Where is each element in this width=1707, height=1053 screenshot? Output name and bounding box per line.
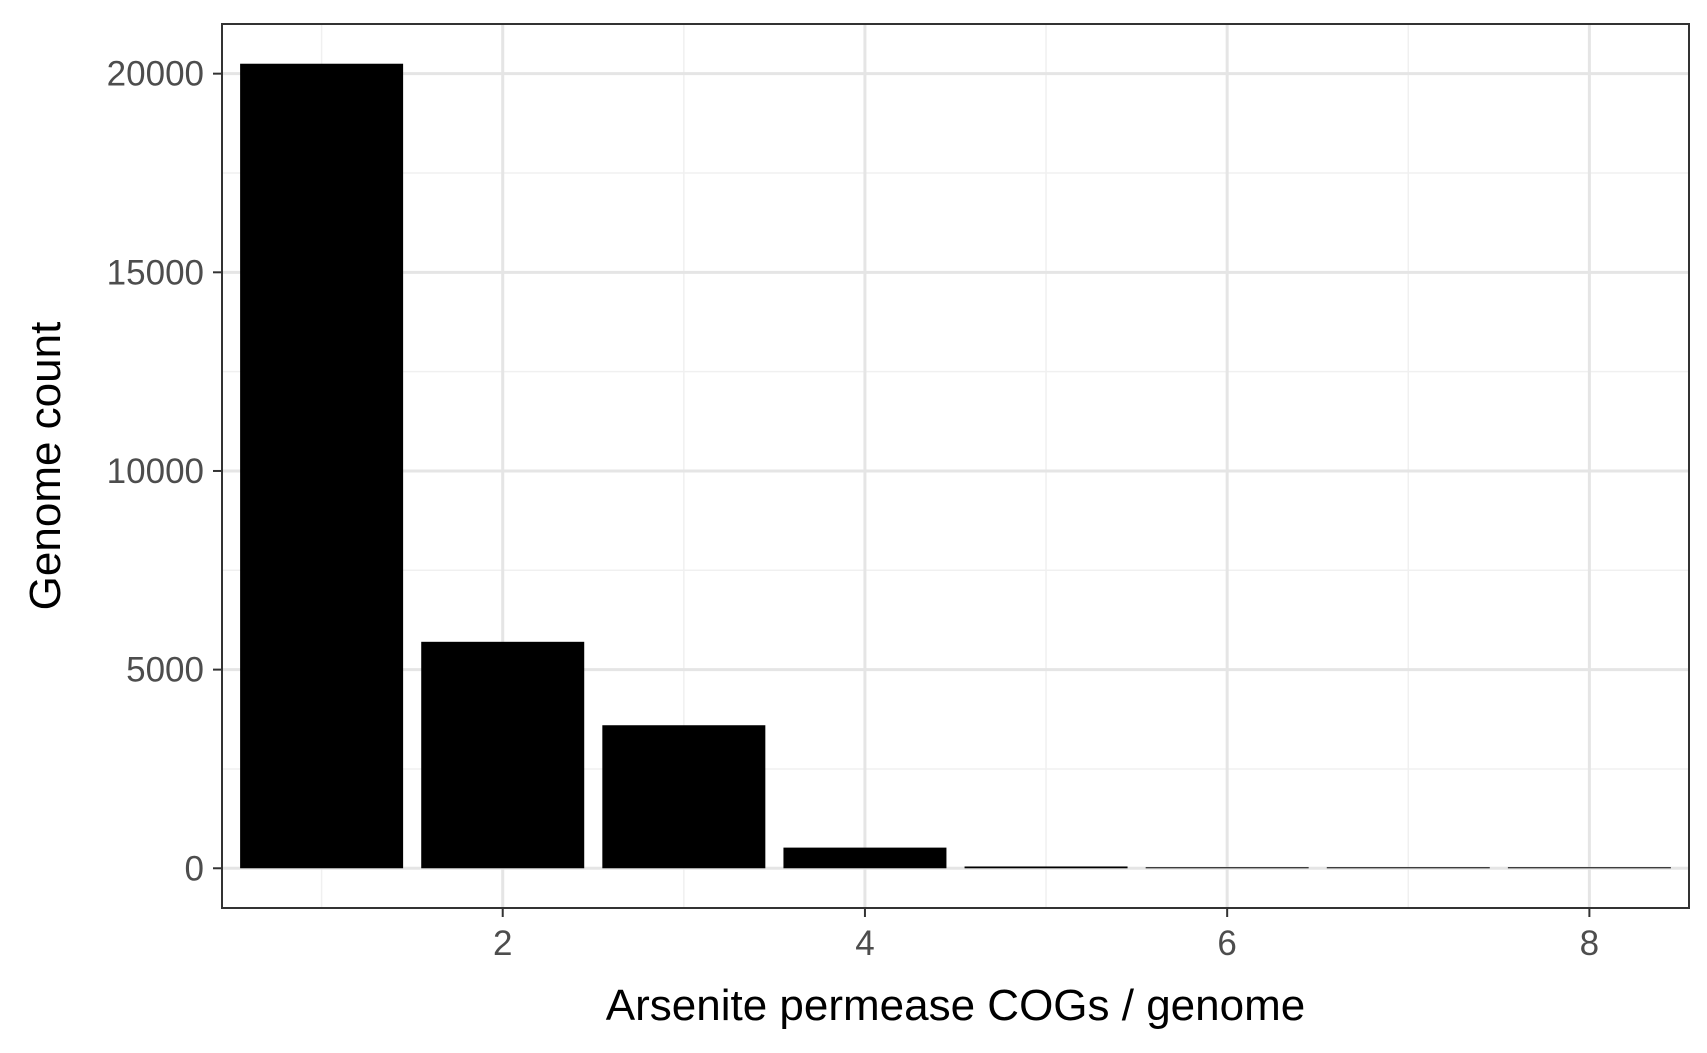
- y-tick-label: 20000: [107, 55, 204, 94]
- y-tick-label: 15000: [107, 253, 204, 292]
- bar-7: [1326, 867, 1490, 869]
- x-axis-title: Arsenite permease COGs / genome: [606, 981, 1305, 1030]
- panel-border: [221, 23, 1690, 909]
- y-tick-label: 5000: [126, 651, 204, 690]
- y-tick-label: 0: [185, 849, 204, 888]
- bar-3: [602, 725, 766, 869]
- y-tick-label: 10000: [107, 452, 204, 491]
- y-axis-title: Genome count: [21, 322, 70, 611]
- bar-5: [964, 866, 1128, 869]
- bar-2: [421, 641, 585, 869]
- x-tick-label: 4: [855, 924, 874, 963]
- x-tick-label: 8: [1580, 924, 1599, 963]
- bar-1: [240, 63, 404, 869]
- bar-8: [1507, 867, 1671, 869]
- bar-4: [783, 847, 947, 869]
- x-axis-tick-labels: 2 4 6 8: [493, 924, 1599, 963]
- x-tick-label: 2: [493, 924, 512, 963]
- bar-6: [1145, 867, 1309, 869]
- axis-ticks: [213, 72, 1591, 917]
- x-tick-label: 6: [1217, 924, 1236, 963]
- bars: [240, 63, 1671, 869]
- y-axis-tick-labels: 0 5000 10000 15000 20000: [107, 55, 204, 889]
